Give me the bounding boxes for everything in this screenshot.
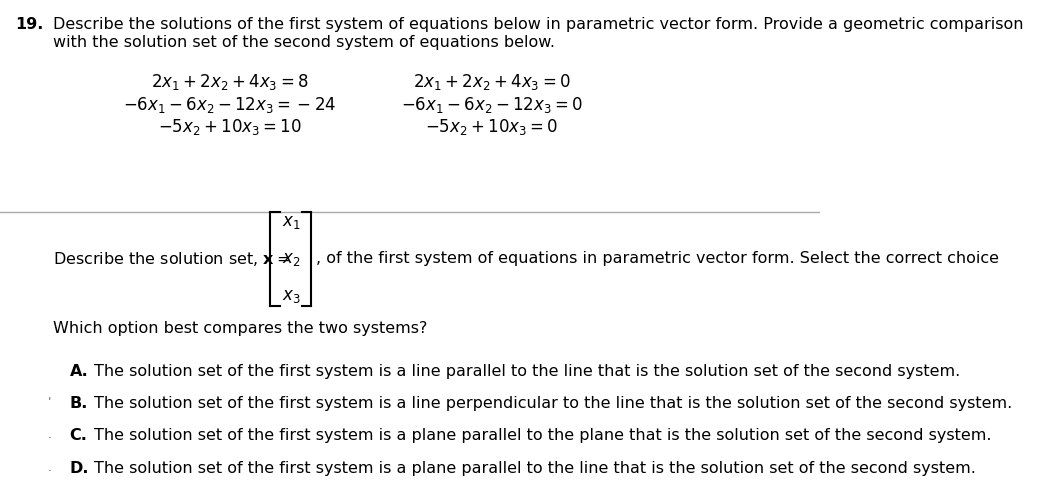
Text: Which option best compares the two systems?: Which option best compares the two syste… <box>53 321 428 336</box>
Text: The solution set of the first system is a plane parallel to the line that is the: The solution set of the first system is … <box>94 461 976 476</box>
Text: B.: B. <box>70 396 88 411</box>
Text: D.: D. <box>70 461 89 476</box>
Text: $-5x_2 + 10x_3 = 0$: $-5x_2 + 10x_3 = 0$ <box>426 117 558 137</box>
Text: Describe the solutions of the first system of equations below in parametric vect: Describe the solutions of the first syst… <box>53 17 1023 32</box>
Text: $x_1$: $x_1$ <box>281 213 300 231</box>
Text: The solution set of the first system is a line parallel to the line that is the : The solution set of the first system is … <box>94 364 960 378</box>
Text: $2x_1 + 2x_2 + 4x_3 = 8$: $2x_1 + 2x_2 + 4x_3 = 8$ <box>151 72 308 92</box>
Text: The solution set of the first system is a plane parallel to the plane that is th: The solution set of the first system is … <box>94 428 991 443</box>
Text: $-6x_1 - 6x_2 - 12x_3 = -24$: $-6x_1 - 6x_2 - 12x_3 = -24$ <box>122 95 336 115</box>
Text: $x_2$: $x_2$ <box>281 250 300 268</box>
Text: .: . <box>48 428 52 441</box>
Text: $-5x_2 + 10x_3 = 10$: $-5x_2 + 10x_3 = 10$ <box>158 117 301 137</box>
Text: Describe the solution set, $\mathbf{x} =$: Describe the solution set, $\mathbf{x} =… <box>53 250 291 268</box>
Text: The solution set of the first system is a line perpendicular to the line that is: The solution set of the first system is … <box>94 396 1012 411</box>
Text: A.: A. <box>70 364 88 378</box>
Text: with the solution set of the second system of equations below.: with the solution set of the second syst… <box>53 35 555 50</box>
Text: .: . <box>48 461 52 474</box>
Text: , of the first system of equations in parametric vector form. Select the correct: , of the first system of equations in pa… <box>316 251 999 266</box>
Text: $-6x_1 - 6x_2 - 12x_3 = 0$: $-6x_1 - 6x_2 - 12x_3 = 0$ <box>401 95 583 115</box>
Text: $2x_1 + 2x_2 + 4x_3 = 0$: $2x_1 + 2x_2 + 4x_3 = 0$ <box>413 72 571 92</box>
Text: C.: C. <box>70 428 87 443</box>
Text: 19.: 19. <box>15 17 44 32</box>
Text: $x_3$: $x_3$ <box>281 287 300 305</box>
Text: ': ' <box>48 396 51 409</box>
